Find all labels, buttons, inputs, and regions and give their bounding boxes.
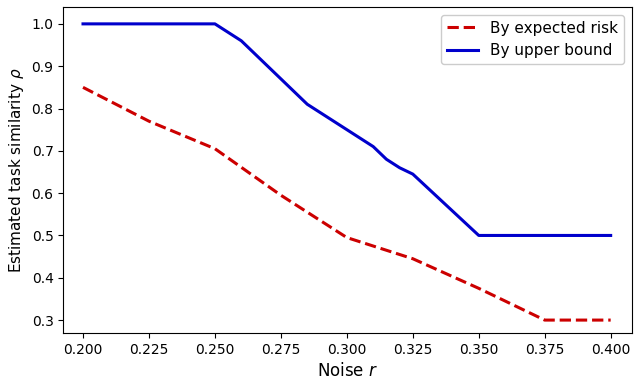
By upper bound — [369, 144, 377, 149]
By upper bound — [211, 22, 219, 26]
By upper bound — [330, 119, 337, 123]
By upper bound — [237, 38, 245, 43]
By expected risk — [211, 146, 219, 151]
Legend: By expected risk, By upper bound: By expected risk, By upper bound — [441, 15, 624, 65]
By expected risk — [607, 318, 614, 322]
By upper bound — [264, 64, 271, 68]
By upper bound — [475, 233, 483, 238]
By upper bound — [79, 22, 87, 26]
By expected risk — [79, 85, 87, 90]
By upper bound — [224, 30, 232, 35]
By expected risk — [409, 257, 417, 261]
By expected risk — [541, 318, 548, 322]
By upper bound — [409, 172, 417, 176]
By upper bound — [356, 136, 364, 140]
By expected risk — [277, 193, 285, 198]
X-axis label: Noise $r$: Noise $r$ — [317, 362, 378, 380]
Line: By upper bound: By upper bound — [83, 24, 611, 235]
By upper bound — [145, 22, 153, 26]
By upper bound — [303, 102, 311, 106]
By upper bound — [343, 127, 351, 132]
By upper bound — [290, 89, 298, 94]
By upper bound — [541, 233, 548, 238]
Line: By expected risk: By expected risk — [83, 87, 611, 320]
By upper bound — [277, 77, 285, 81]
By upper bound — [396, 165, 403, 170]
By upper bound — [607, 233, 614, 238]
By expected risk — [145, 119, 153, 123]
By upper bound — [383, 157, 390, 162]
By upper bound — [317, 110, 324, 115]
By expected risk — [343, 235, 351, 240]
By upper bound — [251, 51, 259, 56]
Y-axis label: Estimated task similarity $\rho$: Estimated task similarity $\rho$ — [7, 67, 26, 273]
By expected risk — [475, 286, 483, 291]
